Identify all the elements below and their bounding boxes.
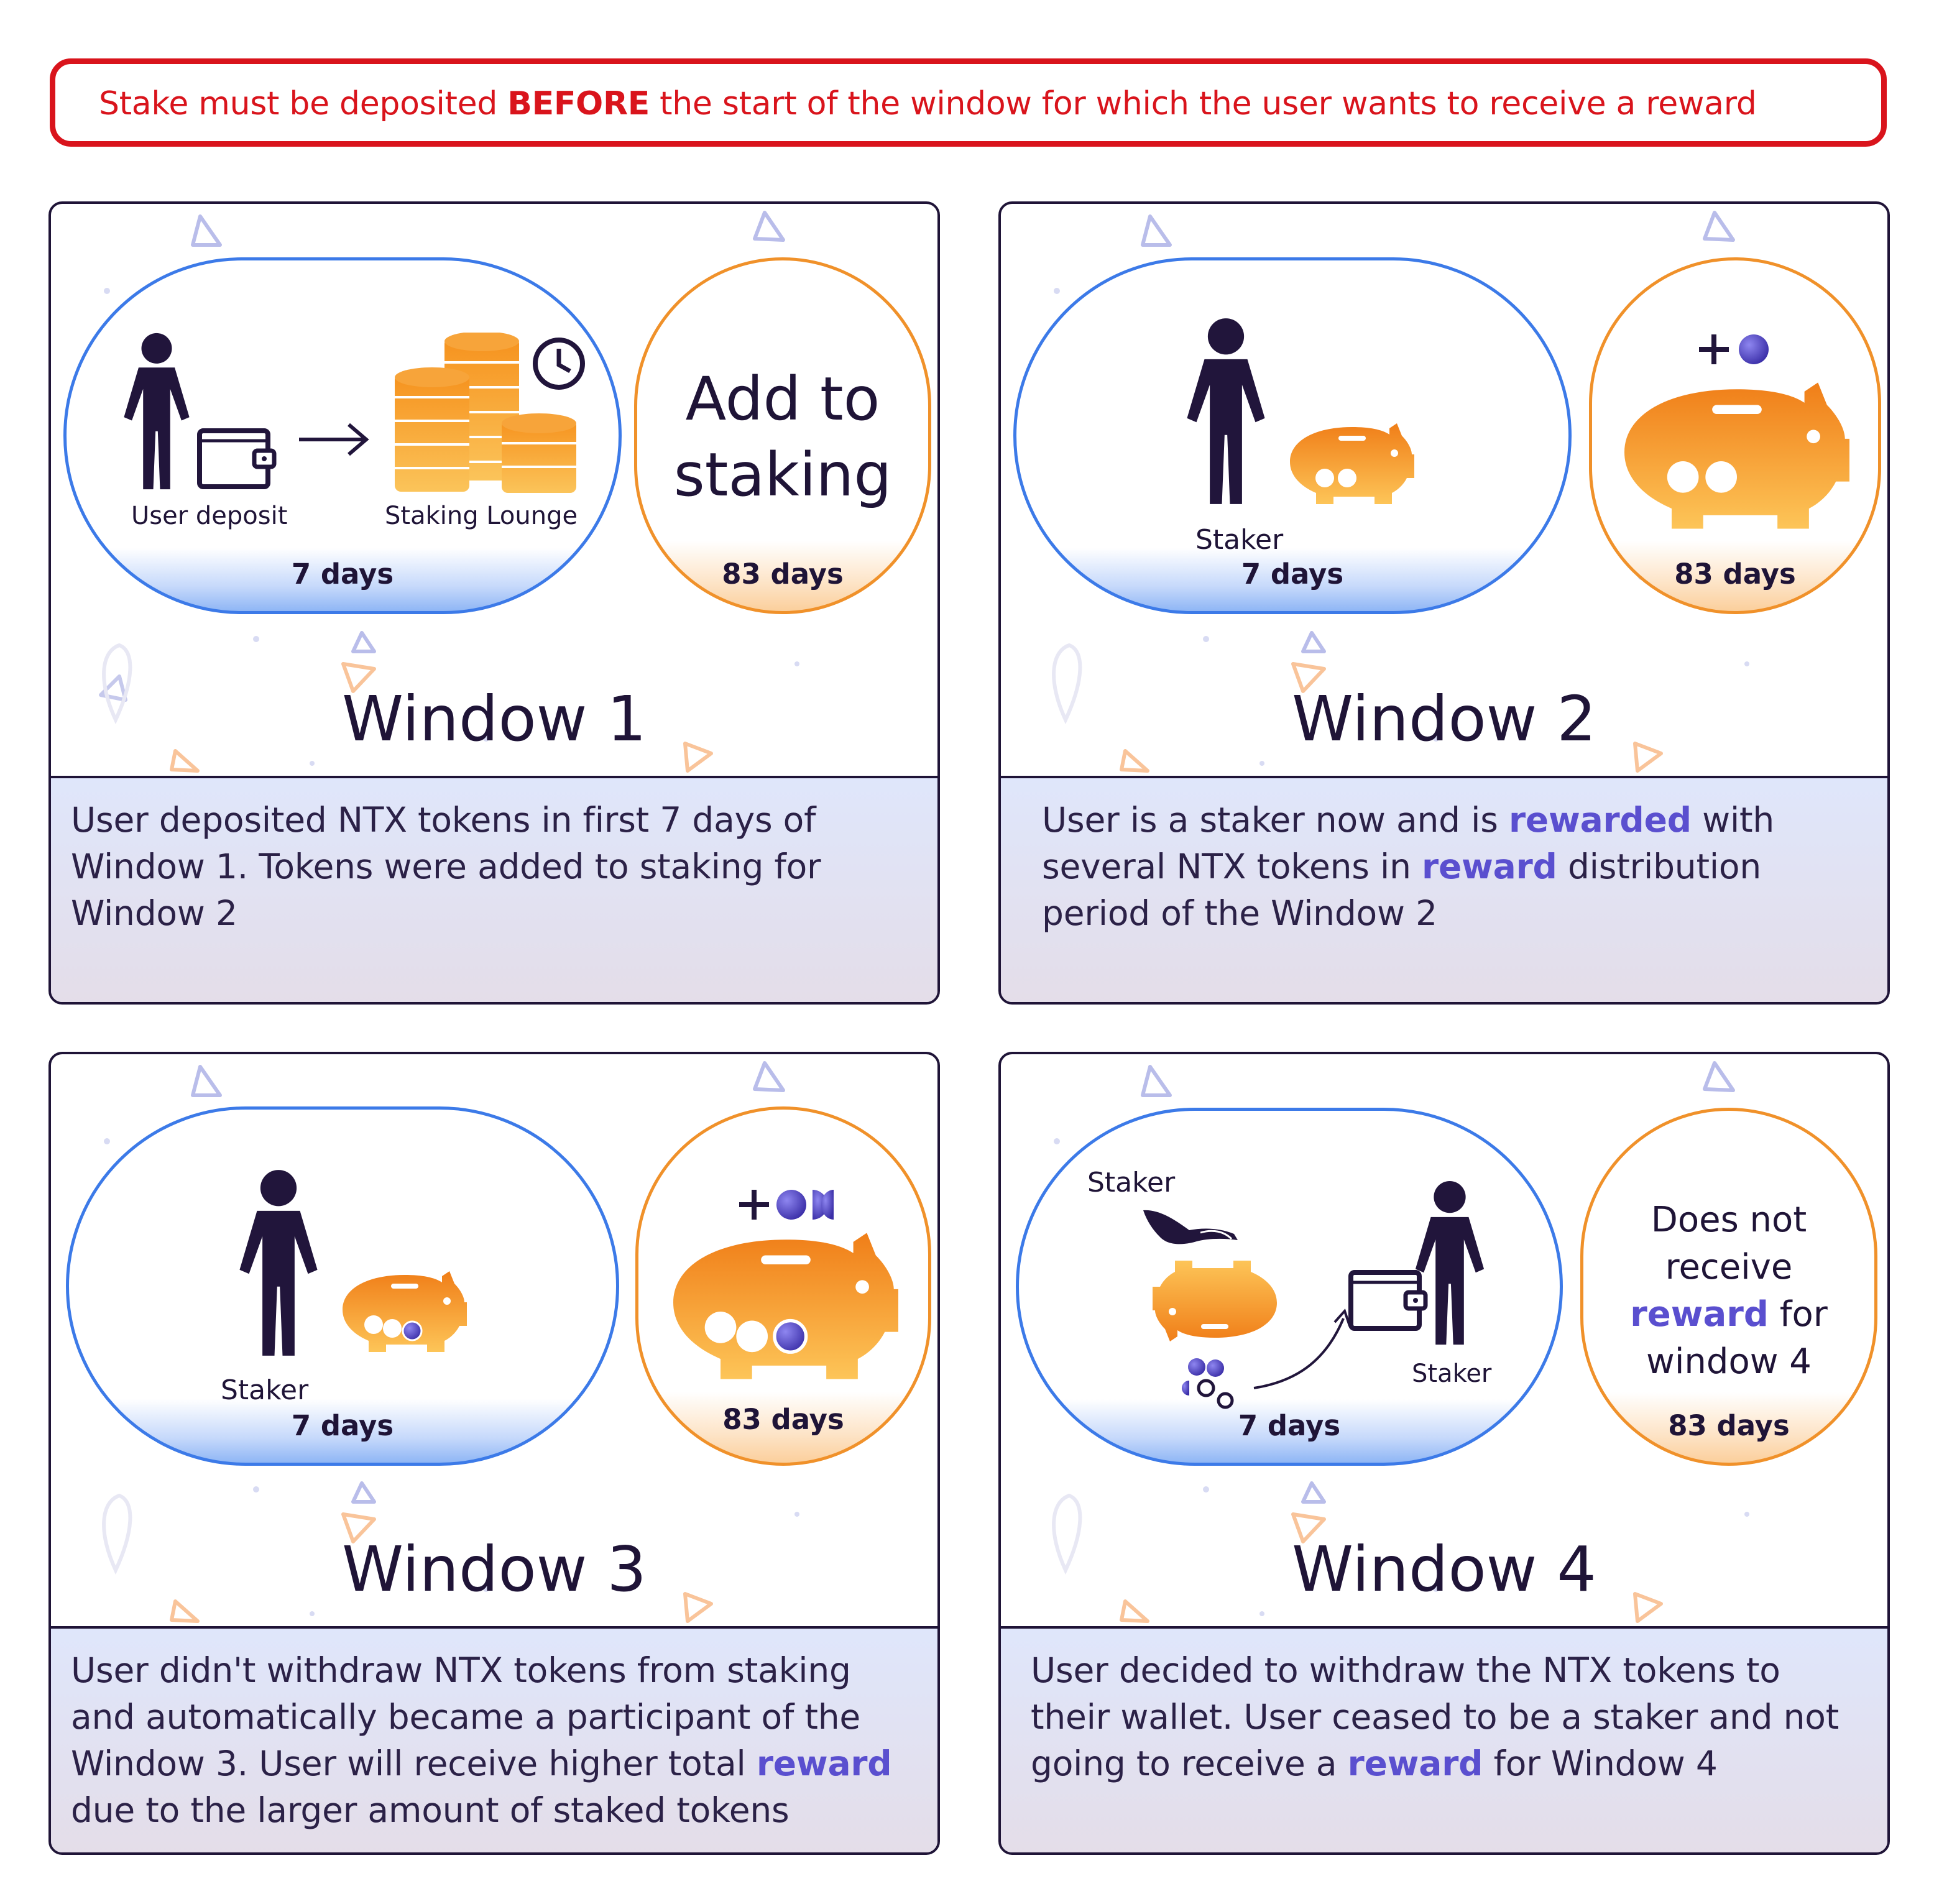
description-line-3: Window 3. User will receive higher total… (71, 1741, 892, 1787)
staker-label: Staker (221, 1374, 309, 1406)
description-line-1: User decided to withdraw the NTX tokens … (1031, 1650, 1780, 1690)
window-4-card: Staker (998, 1052, 1890, 1855)
circle-text-line-4: window 4 (1646, 1341, 1812, 1382)
window-4-description: User decided to withdraw the NTX tokens … (1031, 1647, 1839, 1787)
window-4-illustration: Staker (1001, 1054, 1887, 1626)
window-1-seven-day-pill: User deposit Staking Lounge 7 days (63, 257, 622, 614)
window-2-card: Staker 7 days 83 days Window 2 User is a… (998, 201, 1890, 1005)
description-line-4: due to the larger amount of staked token… (71, 1790, 790, 1830)
description-line-3: Window 2 (71, 893, 237, 933)
highlight-rewarded: rewarded (1508, 800, 1692, 840)
circle-text-line-2: staking (673, 440, 892, 510)
window-1-eighty-three-day-circle: Add to staking 83 days (634, 257, 931, 614)
piggy-bank-icon (1290, 423, 1414, 504)
staking-lounge-label: Staking Lounge (385, 502, 578, 530)
arrow-right-icon (299, 423, 369, 456)
falling-tokens-icon (1182, 1358, 1234, 1409)
piggy-bank-icon (1624, 381, 1849, 530)
circle-days-label: 83 days (1674, 558, 1796, 591)
window-1-card: User deposit Staking Lounge 7 days Add t… (48, 201, 940, 1005)
description-line-2: and automatically became a participant o… (71, 1697, 861, 1737)
window-3-description: User didn't withdraw NTX tokens from sta… (71, 1647, 892, 1834)
description-text: several NTX tokens in (1042, 847, 1422, 886)
window-4-seven-day-pill: Staker (1016, 1108, 1563, 1466)
window-4-description-panel: User decided to withdraw the NTX tokens … (1001, 1626, 1887, 1852)
banner-text: Stake must be deposited BEFORE the start… (99, 85, 1757, 122)
circle-text-line-1: Does not (1651, 1200, 1807, 1240)
plus-tokens-icon (739, 1190, 834, 1220)
highlight-reward: reward (1347, 1744, 1483, 1783)
window-title: Window 2 (1292, 683, 1596, 755)
window-1-illustration: User deposit Staking Lounge 7 days Add t… (51, 204, 937, 776)
window-2-seven-day-pill: Staker 7 days (1013, 257, 1572, 614)
person-icon (1409, 1180, 1490, 1346)
staker-label: Staker (1195, 524, 1284, 556)
description-line-3: going to receive a reward for Window 4 (1031, 1741, 1839, 1787)
circle-text-line-2: receive (1665, 1247, 1793, 1287)
circle-text-line-3: reward for (1583, 1291, 1874, 1338)
description-text: for Window 4 (1483, 1744, 1718, 1783)
description-line-2: Window 1. Tokens were added to staking f… (71, 847, 821, 886)
circle-text: for (1769, 1294, 1828, 1335)
person-icon (232, 1169, 325, 1357)
window-3-eighty-three-day-circle: 83 days (635, 1106, 931, 1466)
highlight-reward: reward (1630, 1294, 1769, 1335)
wallet-icon (1348, 1270, 1428, 1331)
window-3-card: Staker 7 days 83 days Window 3 User didn… (48, 1052, 940, 1855)
highlight-reward: reward (756, 1744, 892, 1783)
piggy-bank-icon (673, 1231, 898, 1381)
description-text: with (1691, 800, 1775, 840)
window-1-description: User deposited NTX tokens in first 7 day… (71, 797, 821, 937)
warning-banner: Stake must be deposited BEFORE the start… (50, 58, 1887, 147)
description-text: Window 3. User will receive higher total (71, 1744, 757, 1783)
banner-text-bold: BEFORE (507, 85, 650, 122)
window-title: Window 1 (342, 683, 647, 755)
description-line-2: their wallet. User ceased to be a staker… (1031, 1697, 1840, 1737)
window-3-description-panel: User didn't withdraw NTX tokens from sta… (51, 1626, 937, 1852)
add-to-staking-text: Add to staking (637, 361, 928, 513)
description-line-1: User deposited NTX tokens in first 7 day… (71, 800, 816, 840)
window-2-illustration: Staker 7 days 83 days Window 2 (1001, 204, 1887, 776)
window-title: Window 4 (1292, 1533, 1596, 1606)
user-deposit-label: User deposit (131, 502, 288, 530)
staker-label-left: Staker (1087, 1167, 1176, 1198)
piggy-bank-icon (343, 1271, 467, 1352)
hand-icon (1143, 1210, 1238, 1244)
coin-stack-icon (395, 333, 585, 493)
banner-text-end: the start of the window for which the us… (649, 85, 1757, 122)
description-line-1: User didn't withdraw NTX tokens from sta… (71, 1650, 851, 1690)
pill-days-label: 7 days (291, 1409, 394, 1442)
person-icon (116, 333, 197, 490)
window-3-illustration: Staker 7 days 83 days Window 3 (51, 1054, 937, 1626)
circle-text-line-1: Add to (685, 364, 880, 434)
no-reward-text: Does not receive reward for window 4 (1583, 1197, 1874, 1386)
circle-days-label: 83 days (1668, 1409, 1790, 1442)
plus-token-icon (1699, 334, 1769, 364)
window-2-description: User is a staker now and is rewarded wit… (1042, 797, 1774, 937)
highlight-reward: reward (1422, 847, 1557, 886)
banner-text-start: Stake must be deposited (99, 85, 508, 122)
circle-days-label: 83 days (722, 1403, 844, 1436)
window-3-seven-day-pill: Staker 7 days (66, 1106, 619, 1466)
window-4-eighty-three-day-circle: Does not receive reward for window 4 83 … (1580, 1108, 1877, 1466)
pill-days-label: 7 days (1238, 1409, 1341, 1442)
window-2-description-panel: User is a staker now and is rewarded wit… (1001, 776, 1887, 1002)
description-line-1: User is a staker now and is rewarded wit… (1042, 797, 1774, 844)
window-2-eighty-three-day-circle: 83 days (1589, 257, 1881, 614)
description-text: distribution (1557, 847, 1762, 886)
person-icon (1179, 318, 1273, 505)
pill-days-label: 7 days (1241, 558, 1344, 591)
description-text: going to receive a (1031, 1744, 1348, 1783)
window-title: Window 3 (342, 1533, 647, 1606)
wallet-icon (197, 428, 277, 489)
description-text: User is a staker now and is (1042, 800, 1509, 840)
window-1-description-panel: User deposited NTX tokens in first 7 day… (51, 776, 937, 1002)
description-line-3: period of the Window 2 (1042, 893, 1437, 933)
curved-arrow-icon (1253, 1308, 1351, 1389)
pill-days-label: 7 days (291, 558, 394, 591)
description-line-2: several NTX tokens in reward distributio… (1042, 844, 1774, 890)
circle-days-label: 83 days (722, 558, 844, 591)
staker-label-right: Staker (1412, 1359, 1492, 1388)
